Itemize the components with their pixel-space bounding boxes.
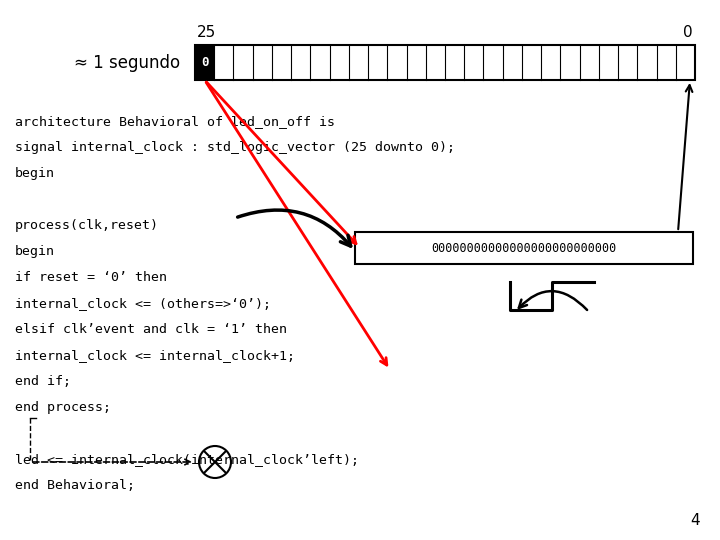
Text: 25: 25 [197,25,216,40]
Text: end if;: end if; [15,375,71,388]
Text: process(clk,reset): process(clk,reset) [15,219,159,232]
Text: internal_clock <= (others=>‘0’);: internal_clock <= (others=>‘0’); [15,297,271,310]
Text: elsif clk’event and clk = ‘1’ then: elsif clk’event and clk = ‘1’ then [15,323,287,336]
Text: 00000000000000000000000000: 00000000000000000000000000 [431,241,616,254]
Text: architecture Behavioral of led_on_off is: architecture Behavioral of led_on_off is [15,115,335,128]
Text: 4: 4 [690,513,700,528]
Text: begin: begin [15,245,55,258]
Text: end Behavioral;: end Behavioral; [15,479,135,492]
Text: end process;: end process; [15,401,111,414]
Text: internal_clock <= internal_clock+1;: internal_clock <= internal_clock+1; [15,349,295,362]
Text: 0: 0 [683,25,693,40]
Bar [355,232,693,264]
Text: signal internal_clock : std_logic_vector (25 downto 0);: signal internal_clock : std_logic_vector… [15,141,455,154]
Text: if reset = ‘0’ then: if reset = ‘0’ then [15,271,167,284]
Text: ≈ 1 segundo: ≈ 1 segundo [74,53,180,71]
Bar [195,45,215,80]
Text: begin: begin [15,167,55,180]
Text: 0: 0 [201,56,208,69]
Text: led <= internal_clock(internal_clock’left);: led <= internal_clock(internal_clock’lef… [15,453,359,466]
Bar [195,45,695,80]
